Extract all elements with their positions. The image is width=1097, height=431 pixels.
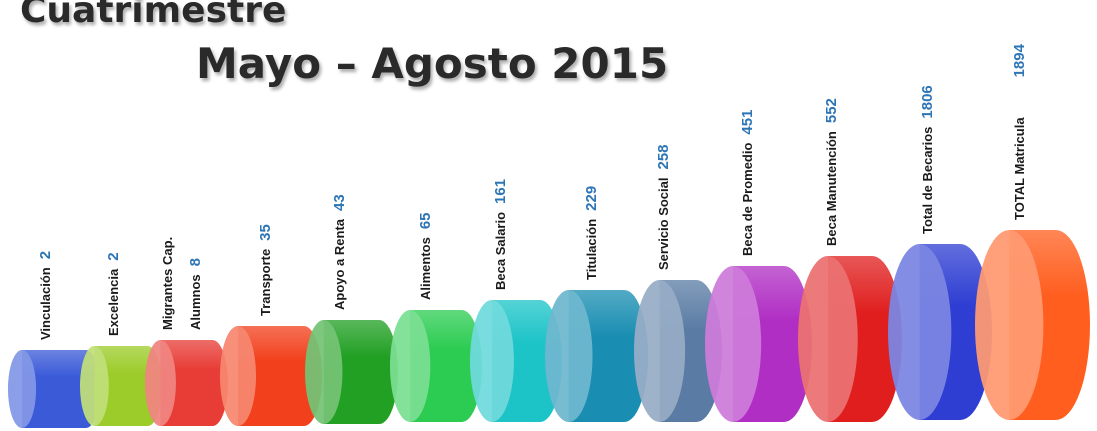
cylinder-face <box>145 340 176 426</box>
item-value: 552 <box>823 98 840 123</box>
item-label: Migrantes Cap. <box>160 237 175 330</box>
item-label: Alimentos 65 <box>417 212 434 300</box>
label-text: Titulación <box>584 219 599 280</box>
item-value: 43 <box>331 194 348 211</box>
label-text: TOTAL Matricula <box>1012 117 1027 220</box>
item-value: 8 <box>187 258 204 266</box>
item-label: Vinculación 2 <box>37 251 54 340</box>
label-text: Apoyo a Renta <box>332 218 347 310</box>
cylinder-face <box>545 290 593 422</box>
cylinder-face <box>634 280 686 422</box>
cylinder-face <box>8 350 37 428</box>
cylinder-face-light <box>545 290 593 422</box>
cylinder <box>305 320 398 424</box>
cylinder-face <box>305 320 343 424</box>
cylinder-face-light <box>634 280 686 422</box>
cylinder-face-light <box>470 300 514 422</box>
item-value: 35 <box>257 224 274 241</box>
cylinder-face <box>888 244 952 420</box>
label-text: Alimentos <box>418 237 433 300</box>
cylinder-face <box>705 266 762 422</box>
cylinder <box>545 290 648 422</box>
item-label: Beca Manutención 552 <box>823 98 840 246</box>
cylinder <box>888 244 992 420</box>
cylinder-face-light <box>390 310 431 422</box>
item-label: Servicio Social 258 <box>655 144 672 270</box>
cylinder-face <box>80 346 109 426</box>
cylinder-face-light <box>145 340 176 426</box>
item-value: 65 <box>417 212 434 229</box>
cylinder-body <box>323 320 398 424</box>
item-label: Alumnos 8 <box>187 258 204 330</box>
label-text: Total de Becarios <box>920 127 935 234</box>
cylinder <box>470 300 562 422</box>
label-text: Vinculación <box>38 267 53 340</box>
cylinder-face-light <box>80 346 109 426</box>
cylinder-face-light <box>975 230 1044 420</box>
item-label: Beca de Promedio 451 <box>739 110 756 256</box>
item-value: 2 <box>105 252 122 260</box>
label-text: Servicio Social <box>656 178 671 271</box>
cylinder-face <box>975 230 1044 420</box>
cylinder <box>634 280 722 422</box>
title: Cuatrimestre <box>20 0 286 31</box>
cylinder <box>390 310 482 422</box>
item-value: 1894 <box>1011 43 1028 77</box>
cylinder-face-light <box>888 244 952 420</box>
cylinder-face-light <box>798 256 858 422</box>
cylinder <box>798 256 902 422</box>
label-text: Beca Manutención <box>824 131 839 246</box>
item-label: Beca Salario 161 <box>492 179 509 290</box>
item-value: 229 <box>583 186 600 211</box>
cylinder-body <box>238 326 322 426</box>
cylinder-face <box>798 256 858 422</box>
cylinder <box>220 326 322 426</box>
item-label: Excelencia 2 <box>105 252 122 336</box>
cylinder <box>705 266 812 422</box>
cylinder-face-light <box>220 326 256 426</box>
cylinder-body <box>410 310 482 422</box>
cylinder <box>8 350 100 428</box>
label-text: Alumnos <box>188 274 203 330</box>
label-text: Beca de Promedio <box>740 143 755 256</box>
cylinder <box>975 230 1091 420</box>
subtitle: Mayo – Agosto 2015 <box>196 39 668 88</box>
cylinder-face-light <box>305 320 343 424</box>
cylinder-face <box>390 310 431 422</box>
item-label: Transporte 35 <box>257 224 274 316</box>
cylinder <box>145 340 228 426</box>
cylinder-body <box>22 350 100 428</box>
label-text: Beca Salario <box>493 212 508 290</box>
label-text: Migrantes Cap. <box>160 237 175 330</box>
item-value: 451 <box>739 110 756 135</box>
item-label: Total de Becarios 1806 <box>919 85 936 234</box>
item-label: Apoyo a Renta 43 <box>331 194 348 310</box>
item-value: 2 <box>37 251 54 259</box>
item-label: Titulación 229 <box>583 186 600 280</box>
cylinder <box>80 346 163 426</box>
item-value: 258 <box>655 144 672 169</box>
label-text: Excelencia <box>106 268 121 336</box>
cylinder-body <box>160 340 228 426</box>
cylinder-face <box>470 300 514 422</box>
cylinder-face-light <box>705 266 762 422</box>
cylinder-face <box>220 326 256 426</box>
cylinder-face-light <box>8 350 37 428</box>
item-value: 161 <box>492 179 509 204</box>
label-text: Transporte <box>258 249 273 316</box>
item-value: 1806 <box>919 85 936 118</box>
cylinder-body <box>94 346 163 426</box>
item-label: TOTAL Matricula 1894 <box>1011 43 1028 220</box>
